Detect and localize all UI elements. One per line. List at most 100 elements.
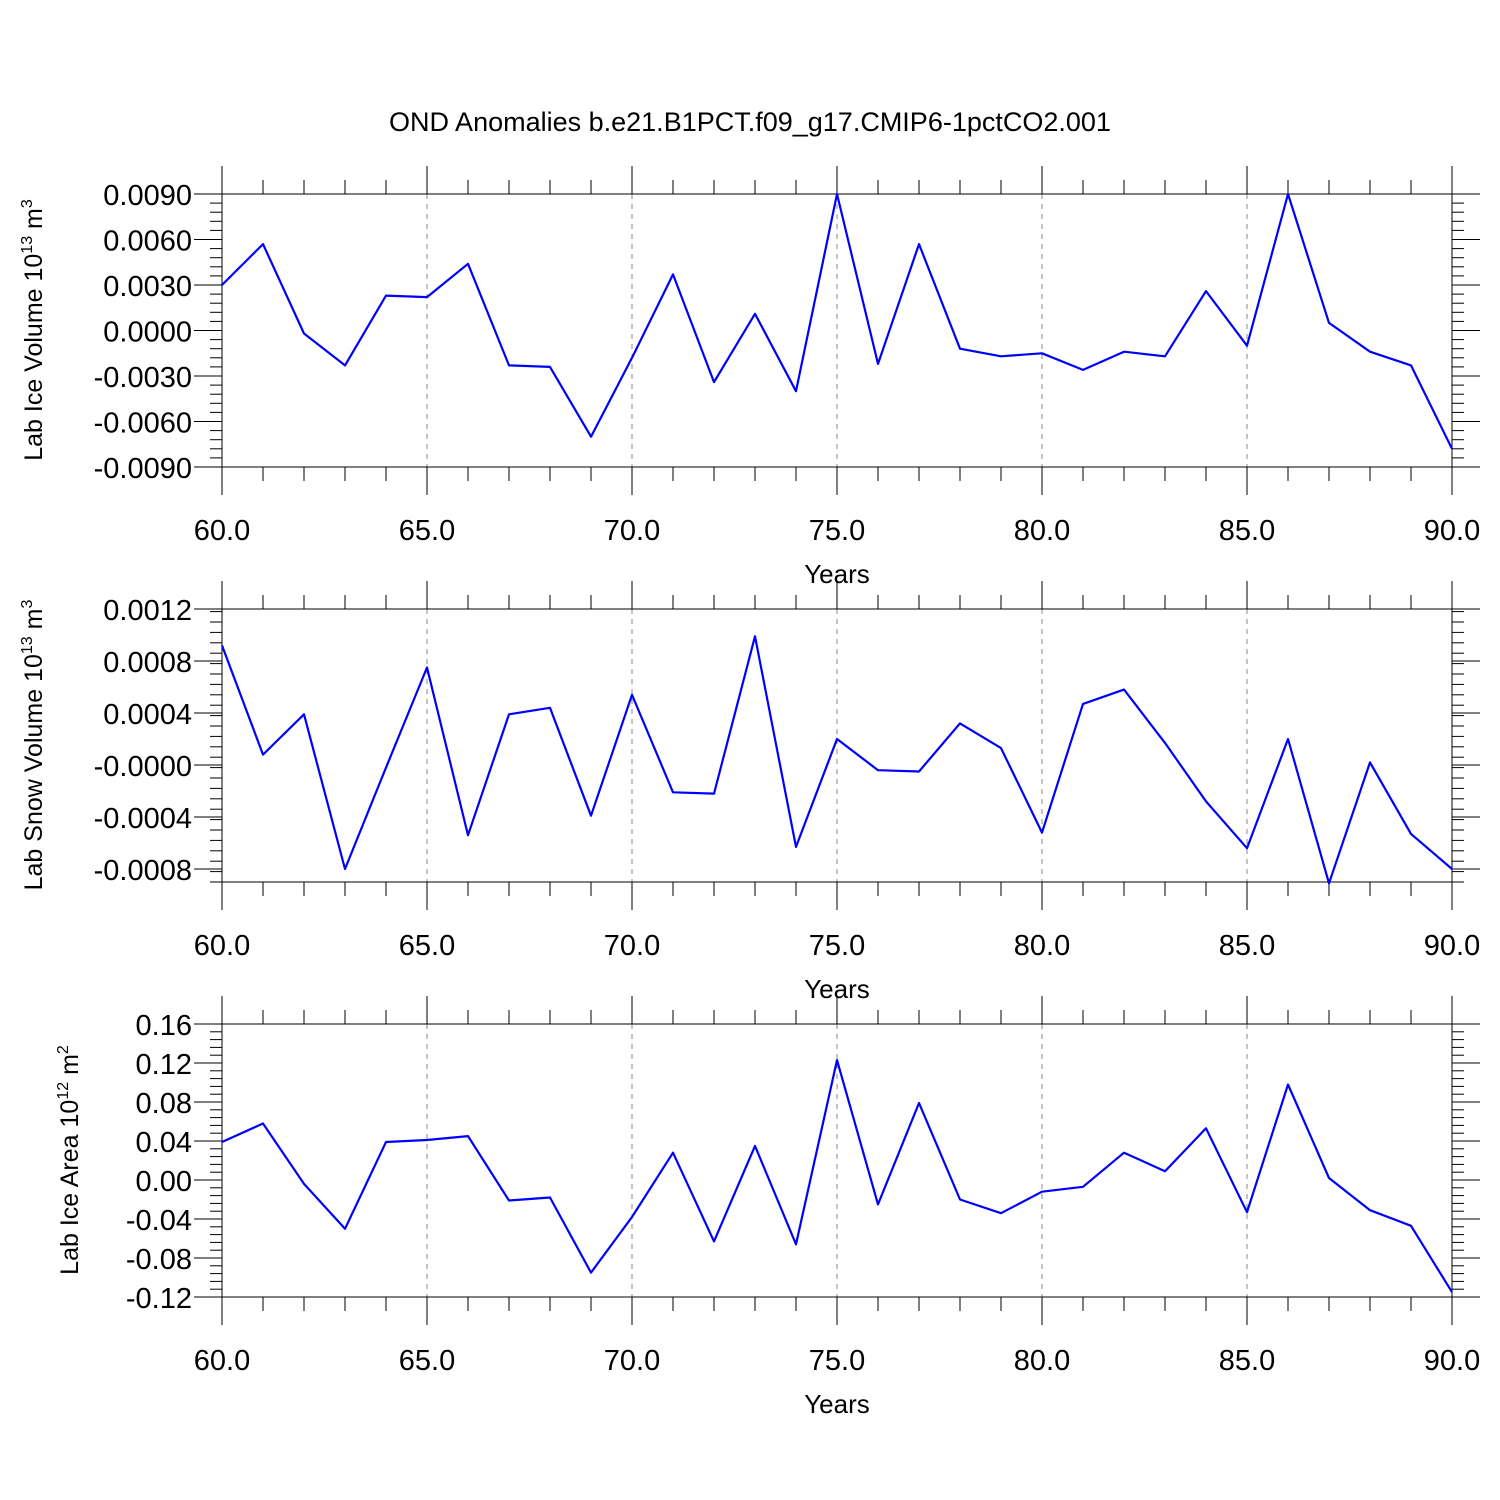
data-point xyxy=(918,243,920,245)
data-point xyxy=(467,1135,469,1137)
data-point xyxy=(1000,747,1002,749)
data-point xyxy=(1287,1083,1289,1085)
data-point xyxy=(1082,703,1084,705)
data-point xyxy=(1164,355,1166,357)
x-tick-label: 75.0 xyxy=(809,515,865,547)
data-point xyxy=(344,364,346,366)
x-tick-label: 70.0 xyxy=(604,930,660,962)
y-tick-label: 0.0030 xyxy=(103,271,192,303)
data-point xyxy=(262,243,264,245)
data-point xyxy=(795,390,797,392)
data-point xyxy=(385,767,387,769)
data-point xyxy=(672,273,674,275)
y-tick-label: 0.08 xyxy=(136,1088,192,1120)
data-point xyxy=(713,793,715,795)
data-point xyxy=(1451,1291,1453,1293)
series-line xyxy=(221,192,1453,450)
x-axis-label: Years xyxy=(804,1389,870,1419)
data-point xyxy=(754,313,756,315)
y-tick-label: 0.0008 xyxy=(103,647,192,679)
data-point xyxy=(1000,1212,1002,1214)
data-point xyxy=(1369,761,1371,763)
data-point xyxy=(549,707,551,709)
y-tick-label: 0.16 xyxy=(136,1010,192,1042)
data-point xyxy=(467,263,469,265)
data-point xyxy=(672,791,674,793)
data-point xyxy=(1410,1225,1412,1227)
data-point xyxy=(467,834,469,836)
data-point xyxy=(631,357,633,359)
data-point xyxy=(877,769,879,771)
chart-panel-1: 0.0090 0.0060 0.0030 0.0000 -0.0030 -0.0060 -0… xyxy=(19,166,1480,589)
data-point xyxy=(549,366,551,368)
data-point xyxy=(1123,1152,1125,1154)
data-point xyxy=(1287,193,1289,195)
data-point xyxy=(549,1197,551,1199)
x-tick-label: 60.0 xyxy=(194,515,250,547)
y-tick-label: -0.12 xyxy=(126,1283,192,1315)
data-point xyxy=(262,754,264,756)
x-tick-label: 85.0 xyxy=(1219,515,1275,547)
data-point xyxy=(590,1272,592,1274)
y-axis-label: Lab Ice Area 1012 m2 xyxy=(55,1045,84,1275)
x-tick-label: 65.0 xyxy=(399,930,455,962)
data-point xyxy=(1041,832,1043,834)
data-point xyxy=(426,667,428,669)
data-point xyxy=(836,738,838,740)
data-point xyxy=(1164,742,1166,744)
y-tick-label: -0.08 xyxy=(126,1244,192,1276)
y-tick-label: 0.12 xyxy=(136,1049,192,1081)
chart-title: OND Anomalies b.e21.B1PCT.f09_g17.CMIP6-… xyxy=(389,107,1111,137)
data-point xyxy=(1041,352,1043,354)
y-axis-label: Lab Snow Volume 1013 m3 xyxy=(19,600,48,891)
data-point xyxy=(590,815,592,817)
data-point xyxy=(754,1145,756,1147)
series-line xyxy=(221,1058,1453,1293)
data-point xyxy=(1041,1191,1043,1193)
x-tick-label: 90.0 xyxy=(1424,930,1480,962)
data-point xyxy=(713,381,715,383)
data-point xyxy=(1164,1170,1166,1172)
y-tick-label: 0.0012 xyxy=(103,595,192,627)
y-tick-label: -0.0030 xyxy=(94,362,192,394)
data-point xyxy=(385,1141,387,1143)
y-tick-label: 0.00 xyxy=(136,1166,192,1198)
data-point xyxy=(1328,882,1330,884)
y-tick-label: 0.0060 xyxy=(103,226,192,258)
data-point xyxy=(303,1183,305,1185)
data-point xyxy=(508,364,510,366)
y-tick-label: -0.0000 xyxy=(94,751,192,783)
data-point xyxy=(877,363,879,365)
x-tick-label: 60.0 xyxy=(194,930,250,962)
data-point xyxy=(1246,847,1248,849)
data-point xyxy=(1205,290,1207,292)
data-point xyxy=(1369,1209,1371,1211)
data-point xyxy=(1205,800,1207,802)
data-point xyxy=(426,1139,428,1141)
y-tick-label: -0.04 xyxy=(126,1205,192,1237)
data-point xyxy=(1123,689,1125,691)
data-point xyxy=(1328,322,1330,324)
x-tick-label: 80.0 xyxy=(1014,930,1070,962)
y-tick-label: 0.0004 xyxy=(103,699,192,731)
y-axis-label: Lab Ice Volume 1013 m3 xyxy=(19,199,48,461)
data-point xyxy=(1410,364,1412,366)
data-point xyxy=(1246,1211,1248,1213)
x-tick-label: 80.0 xyxy=(1014,1345,1070,1377)
data-point xyxy=(918,771,920,773)
y-tick-label: -0.0060 xyxy=(94,408,192,440)
data-point xyxy=(1082,369,1084,371)
y-tick-label: -0.0004 xyxy=(94,803,192,835)
data-point xyxy=(672,1152,674,1154)
data-point xyxy=(631,1216,633,1218)
data-point xyxy=(508,713,510,715)
data-point xyxy=(1328,1177,1330,1179)
data-point xyxy=(1246,345,1248,347)
data-point xyxy=(303,713,305,715)
data-point xyxy=(959,348,961,350)
data-point xyxy=(959,1199,961,1201)
data-point xyxy=(344,1228,346,1230)
data-point xyxy=(344,868,346,870)
data-point xyxy=(221,284,223,286)
